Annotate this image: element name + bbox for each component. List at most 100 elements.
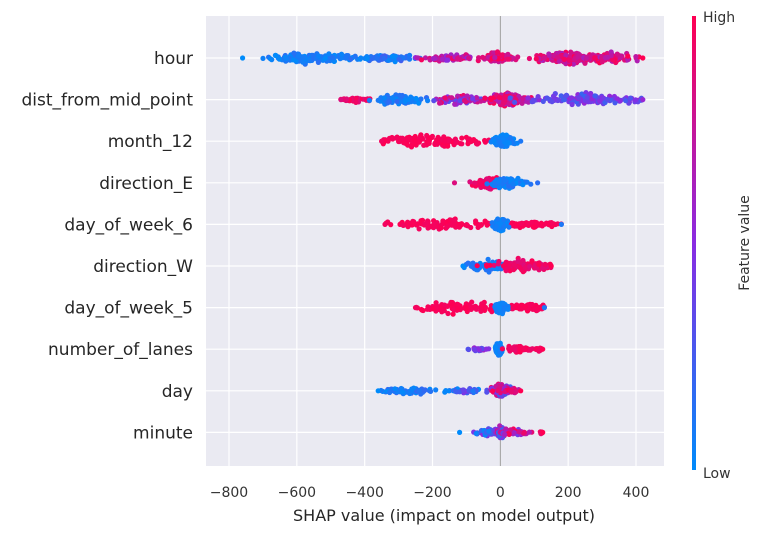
shap-point xyxy=(405,136,411,143)
shap-point xyxy=(466,387,472,393)
shap-point xyxy=(386,99,392,105)
shap-point xyxy=(496,178,502,184)
shap-point xyxy=(474,95,480,101)
shap-point xyxy=(511,262,517,268)
shap-point xyxy=(326,51,332,57)
feature-label: number_of_lanes xyxy=(48,340,193,360)
shap-point xyxy=(526,55,533,62)
shap-point xyxy=(510,267,517,273)
shap-point xyxy=(486,428,492,434)
shap-point xyxy=(549,99,555,105)
shap-point xyxy=(522,304,528,310)
shap-point xyxy=(485,256,491,262)
shap-point xyxy=(477,223,483,229)
shap-point xyxy=(531,224,537,230)
shap-point xyxy=(414,55,420,61)
shap-point xyxy=(482,218,488,224)
shap-point xyxy=(451,222,458,228)
shap-point xyxy=(416,139,422,145)
shap-point xyxy=(409,386,415,392)
shap-point xyxy=(487,262,493,268)
shap-point xyxy=(465,346,471,352)
shap-point xyxy=(388,222,394,228)
shap-point xyxy=(451,217,457,223)
shap-point xyxy=(400,55,406,61)
feature-label: dist_from_mid_point xyxy=(21,91,193,111)
shap-point xyxy=(495,388,501,394)
colorbar-low-label: Low xyxy=(703,466,731,482)
shap-point xyxy=(470,388,476,394)
shap-point xyxy=(570,61,577,67)
shap-point xyxy=(526,429,533,435)
shap-point xyxy=(477,178,483,184)
shap-point xyxy=(464,308,470,315)
feature-label: direction_E xyxy=(99,174,193,194)
shap-point xyxy=(535,180,541,186)
shap-point xyxy=(290,57,296,63)
shap-point xyxy=(433,300,439,306)
x-tick-label: 400 xyxy=(623,485,650,501)
shap-point xyxy=(452,101,458,107)
shap-point xyxy=(422,55,429,61)
shap-point xyxy=(405,219,411,225)
shap-point xyxy=(358,55,364,61)
shap-point xyxy=(390,136,396,142)
shap-point xyxy=(471,180,478,186)
shap-point xyxy=(466,55,472,61)
shap-point xyxy=(455,302,461,308)
shap-point xyxy=(478,98,484,104)
shap-point xyxy=(267,56,273,62)
shap-point xyxy=(457,98,463,104)
shap-point xyxy=(310,52,316,59)
shap-point xyxy=(430,55,436,62)
shap-point xyxy=(546,221,552,227)
shap-point xyxy=(418,96,424,102)
shap-point xyxy=(499,346,505,352)
shap-point xyxy=(381,55,387,62)
shap-point xyxy=(421,388,427,394)
shap-point xyxy=(496,305,502,311)
shap-point xyxy=(507,95,513,101)
feature-label: month_12 xyxy=(108,132,193,152)
shap-point xyxy=(509,306,516,312)
shap-point xyxy=(538,220,544,226)
shap-point xyxy=(522,264,528,271)
shap-point xyxy=(473,430,479,437)
shap-point xyxy=(576,94,582,101)
shap-point xyxy=(413,96,419,102)
shap-point xyxy=(338,97,344,103)
shap-point xyxy=(602,55,609,61)
shap-point xyxy=(492,55,498,61)
shap-point xyxy=(518,138,524,144)
shap-point xyxy=(417,220,423,226)
shap-point xyxy=(527,263,533,269)
shap-point xyxy=(554,54,561,60)
shap-point xyxy=(315,59,321,65)
shap-point xyxy=(463,304,469,311)
shap-point xyxy=(521,346,527,353)
shap-point xyxy=(633,97,639,103)
shap-point xyxy=(366,97,373,103)
x-tick-label: −800 xyxy=(210,485,248,501)
shap-point xyxy=(541,305,548,311)
shap-point xyxy=(396,56,402,62)
shap-point xyxy=(558,93,564,99)
shap-point xyxy=(634,58,640,64)
shap-point xyxy=(561,56,567,63)
shap-point xyxy=(445,310,451,317)
shap-point xyxy=(612,100,618,106)
shap-point xyxy=(633,54,639,60)
x-tick-label: −400 xyxy=(345,485,383,501)
shap-point xyxy=(497,94,503,100)
shap-point xyxy=(623,98,629,104)
shap-point xyxy=(469,299,475,305)
shap-point xyxy=(508,389,514,395)
shap-point xyxy=(433,387,439,393)
shap-point xyxy=(418,306,424,313)
shap-point xyxy=(478,183,485,189)
shap-point xyxy=(521,429,528,435)
shap-point xyxy=(488,96,494,102)
shap-point xyxy=(563,92,570,98)
shap-point xyxy=(416,226,422,232)
